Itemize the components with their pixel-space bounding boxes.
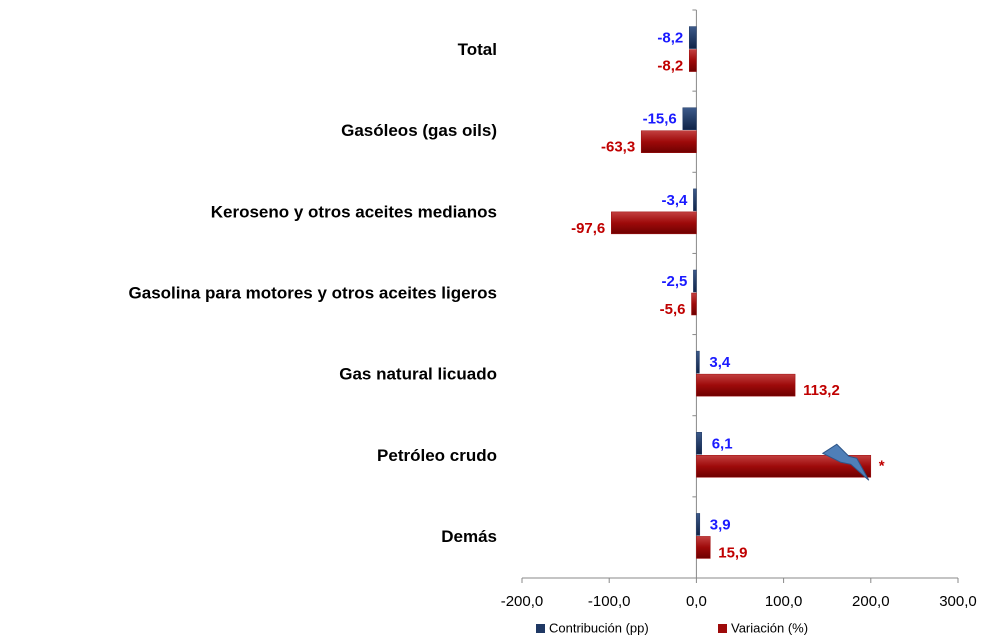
legend-label: Variación (%) xyxy=(731,620,808,635)
bar xyxy=(696,432,702,455)
bar xyxy=(696,536,711,559)
category-label: Keroseno y otros aceites medianos xyxy=(211,202,497,221)
bar xyxy=(693,188,697,212)
bar xyxy=(688,49,697,72)
bar xyxy=(696,513,701,536)
legend-swatch xyxy=(718,624,727,633)
value-label: -2,5 xyxy=(662,273,688,290)
category-label: Demás xyxy=(441,527,497,546)
category-label: Gas natural licuado xyxy=(339,365,497,384)
value-label: -8,2 xyxy=(657,58,683,75)
value-label: -63,3 xyxy=(601,139,635,156)
value-label: 6,1 xyxy=(712,435,733,452)
value-label: 113,2 xyxy=(803,382,840,399)
category-label: Gasóleos (gas oils) xyxy=(341,121,497,140)
x-tick-label: 100,0 xyxy=(765,593,803,610)
bar xyxy=(696,455,872,478)
value-label: -97,6 xyxy=(571,220,605,237)
category-label: Gasolina para motores y otros aceites li… xyxy=(129,283,497,302)
x-tick-label: -200,0 xyxy=(501,593,544,610)
x-tick-label: 300,0 xyxy=(939,593,977,610)
value-label: * xyxy=(879,457,885,474)
bar xyxy=(693,269,697,293)
bar xyxy=(696,350,700,374)
legend-label: Contribución (pp) xyxy=(549,620,649,635)
x-tick-label: 200,0 xyxy=(852,593,890,610)
bar xyxy=(640,130,697,153)
category-label: Total xyxy=(458,40,497,59)
x-tick-label: -100,0 xyxy=(588,593,631,610)
bar xyxy=(682,107,697,130)
value-label: -3,4 xyxy=(662,192,689,209)
bar xyxy=(691,292,697,316)
value-label: -15,6 xyxy=(643,111,677,128)
value-label: 3,4 xyxy=(709,354,731,371)
bar xyxy=(611,211,697,235)
x-tick-label: 0,0 xyxy=(686,593,707,610)
value-label: -5,6 xyxy=(660,301,686,318)
category-label: Petróleo crudo xyxy=(377,446,497,465)
value-label: -8,2 xyxy=(657,30,683,47)
value-label: 15,9 xyxy=(718,544,747,561)
break-marker xyxy=(821,443,870,481)
value-label: 3,9 xyxy=(710,516,731,533)
bar xyxy=(688,26,697,49)
bar xyxy=(696,373,796,397)
legend-swatch xyxy=(536,624,545,633)
